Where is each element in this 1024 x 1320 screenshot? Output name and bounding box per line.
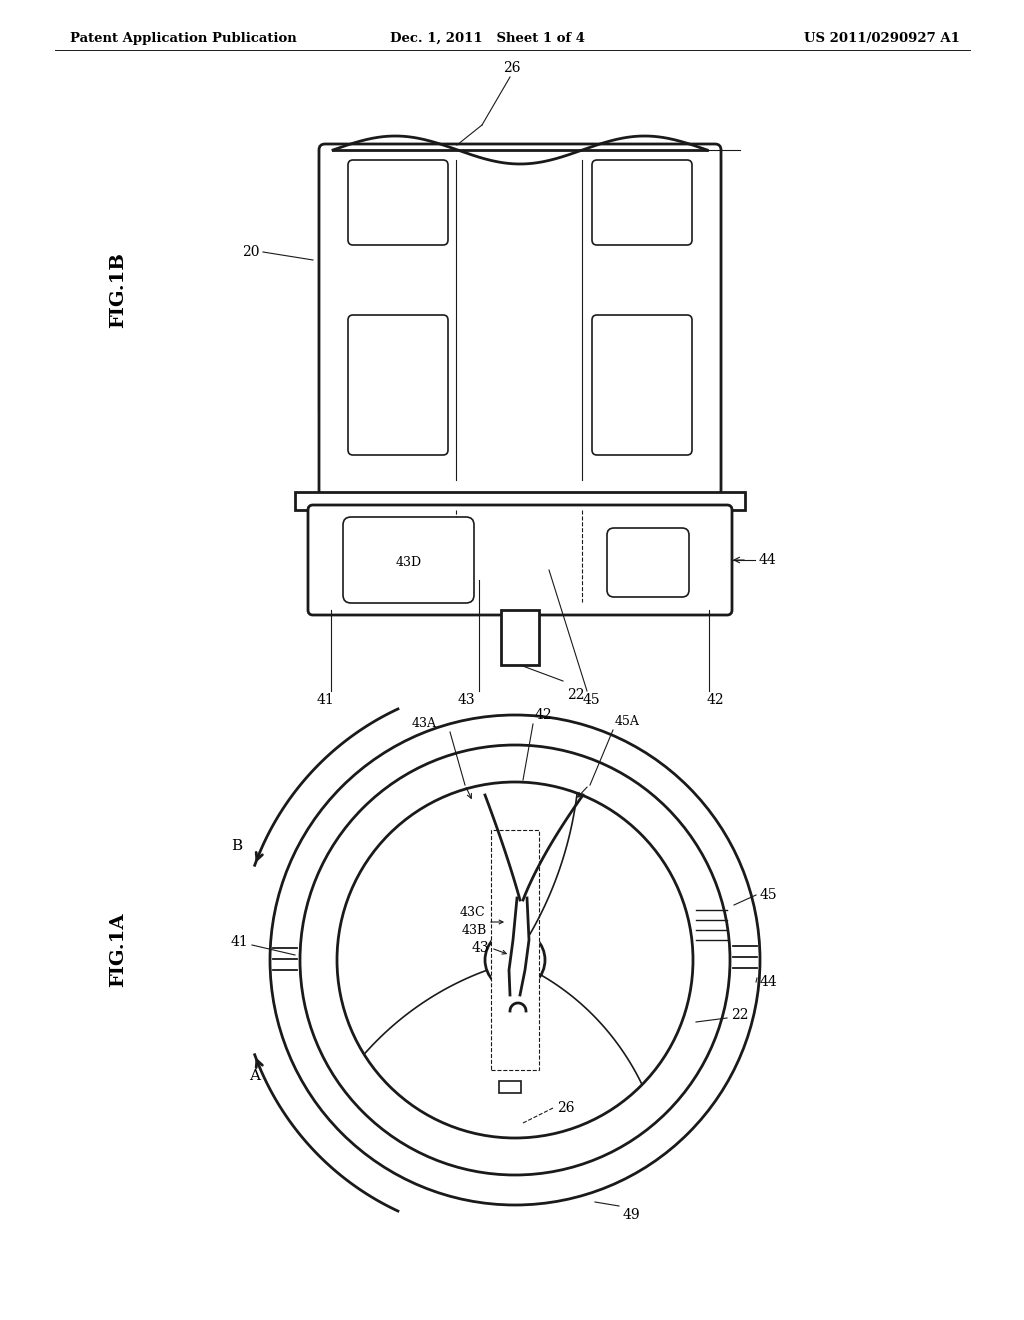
Text: US 2011/0290927 A1: US 2011/0290927 A1 [804, 32, 961, 45]
Bar [295, 492, 745, 510]
Text: Dec. 1, 2011   Sheet 1 of 4: Dec. 1, 2011 Sheet 1 of 4 [390, 32, 585, 45]
Text: FIG.1A: FIG.1A [109, 912, 127, 987]
Text: 42: 42 [707, 693, 724, 708]
FancyBboxPatch shape [348, 160, 449, 246]
Text: 45: 45 [760, 888, 777, 902]
Bar [501, 610, 539, 665]
Text: 42: 42 [535, 708, 553, 722]
Text: 43D: 43D [395, 556, 422, 569]
Text: 43B: 43B [462, 924, 487, 936]
FancyBboxPatch shape [592, 160, 692, 246]
Text: 43C: 43C [460, 906, 485, 919]
Text: 43: 43 [471, 941, 489, 954]
Text: 44: 44 [760, 975, 778, 989]
Text: 45: 45 [583, 693, 600, 708]
Text: B: B [231, 840, 243, 853]
FancyBboxPatch shape [607, 528, 689, 597]
Text: 43: 43 [457, 693, 475, 708]
Text: FIG.1B: FIG.1B [109, 252, 127, 327]
FancyBboxPatch shape [319, 144, 721, 496]
Bar [490, 830, 539, 1071]
Text: 20: 20 [243, 246, 260, 259]
FancyBboxPatch shape [592, 315, 692, 455]
Text: 41: 41 [316, 693, 334, 708]
FancyBboxPatch shape [348, 315, 449, 455]
FancyBboxPatch shape [343, 517, 474, 603]
Text: Patent Application Publication: Patent Application Publication [70, 32, 297, 45]
Text: A: A [249, 1069, 260, 1082]
FancyBboxPatch shape [308, 506, 732, 615]
Text: 26: 26 [503, 61, 521, 75]
Text: 41: 41 [230, 935, 248, 949]
Text: 26: 26 [557, 1101, 574, 1115]
Text: 49: 49 [623, 1208, 641, 1222]
Text: 22: 22 [567, 688, 585, 702]
Text: 43A: 43A [412, 717, 437, 730]
Text: 44: 44 [759, 553, 777, 568]
Text: 22: 22 [731, 1008, 749, 1022]
Bar [499, 1081, 521, 1093]
Text: 45A: 45A [615, 715, 640, 729]
